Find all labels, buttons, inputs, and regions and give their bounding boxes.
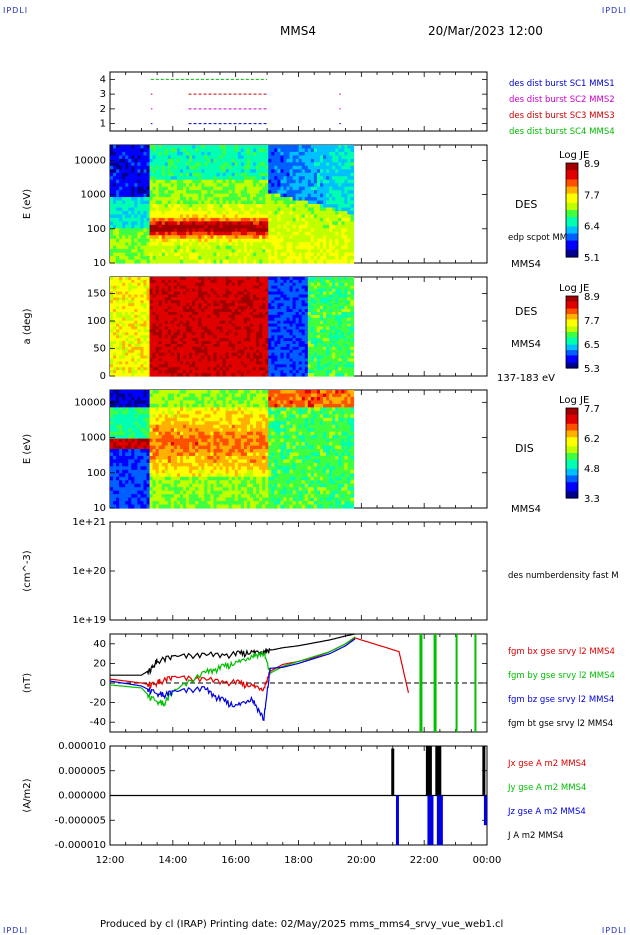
des-energy-spectrogram-cell — [350, 228, 354, 232]
des-energy-ytick-label: 10 — [93, 258, 106, 269]
des-energy-spectrogram-cell — [350, 145, 354, 149]
des-energy-colorbar-tick-label: 6.4 — [584, 222, 600, 233]
des-energy-spectrogram-cell — [350, 166, 354, 170]
des-energy-spectrogram-cell — [350, 253, 354, 257]
des-energy-spectrogram-cell — [350, 173, 354, 177]
des-energy-colorbar-tick-label: 7.7 — [584, 190, 600, 201]
des-energy-spectrogram-cell — [350, 148, 354, 152]
des-energy-bottom-label: MMS4 — [511, 259, 541, 270]
des-energy-spectrogram-cell — [350, 242, 354, 246]
des-energy-colorbar-tick-label: 8.9 — [584, 159, 600, 170]
burst-legend-entry: des dist burst SC3 MMS3 — [509, 111, 615, 121]
des-energy-ytick-label: 100 — [87, 224, 106, 235]
des-energy-spectrogram-cell — [350, 260, 354, 264]
des-pitch-spectrogram-cells — [110, 277, 354, 377]
des-energy-spectrogram-cell — [350, 159, 354, 163]
des-energy-spectrogram-cell — [350, 152, 354, 156]
des-energy-spectrogram-cell — [350, 235, 354, 239]
des-energy-label: DES — [515, 198, 537, 211]
des-energy-spectrogram-cell — [350, 197, 354, 201]
des-energy-spectrogram-cell — [350, 239, 354, 243]
burst-panel-frame — [110, 72, 487, 131]
des-energy-spectrogram-cell — [350, 155, 354, 159]
des-energy-spectrogram-cell — [350, 214, 354, 218]
des-energy-spectrogram-cell — [350, 207, 354, 211]
burst-ytick-label: 2 — [100, 104, 106, 115]
des-energy-spectrogram-cell — [350, 246, 354, 250]
burst-ytick-label: 1 — [100, 119, 106, 130]
des-energy-spectrogram-cell — [350, 232, 354, 236]
des-energy-ylabel: E (eV) — [22, 189, 33, 219]
burst-ytick-label: 3 — [100, 89, 106, 100]
des-energy-spectrogram-cell — [350, 201, 354, 205]
des-energy-spectrogram-cell — [350, 204, 354, 208]
burst-legend-entry: des dist burst SC2 MMS2 — [509, 95, 615, 105]
des-energy-spectrogram-cell — [350, 218, 354, 222]
des-energy-ytick-label: 10000 — [74, 155, 106, 166]
des-energy-spectrogram-cell — [350, 187, 354, 191]
des-energy-spectrogram-cell — [350, 190, 354, 194]
des-energy-spectrogram-cells — [110, 145, 354, 264]
des-energy-spectrogram-cell — [350, 221, 354, 225]
des-energy-ytick-label: 1000 — [81, 190, 106, 201]
des-energy-spectrogram-cell — [350, 194, 354, 198]
des-energy-spectrogram-cell — [350, 256, 354, 260]
des-energy-spectrogram-cell — [350, 169, 354, 173]
des-energy-spectrogram-cell — [350, 162, 354, 166]
des-energy-spectrogram-cell — [350, 183, 354, 187]
des-energy-spectrogram-cell — [350, 225, 354, 229]
des-energy-colorbar-tick-label: 5.1 — [584, 253, 600, 264]
burst-legend-entry: des dist burst SC4 MMS4 — [509, 127, 615, 137]
des-energy-spectrogram-cell — [350, 249, 354, 253]
des-energy-spectrogram-cell — [350, 180, 354, 184]
des-energy-spectrogram-cell — [350, 176, 354, 180]
des-energy-spectrogram-cell — [350, 211, 354, 215]
burst-legend-entry: des dist burst SC1 MMS1 — [509, 79, 615, 89]
burst-ytick-label: 4 — [100, 74, 106, 85]
